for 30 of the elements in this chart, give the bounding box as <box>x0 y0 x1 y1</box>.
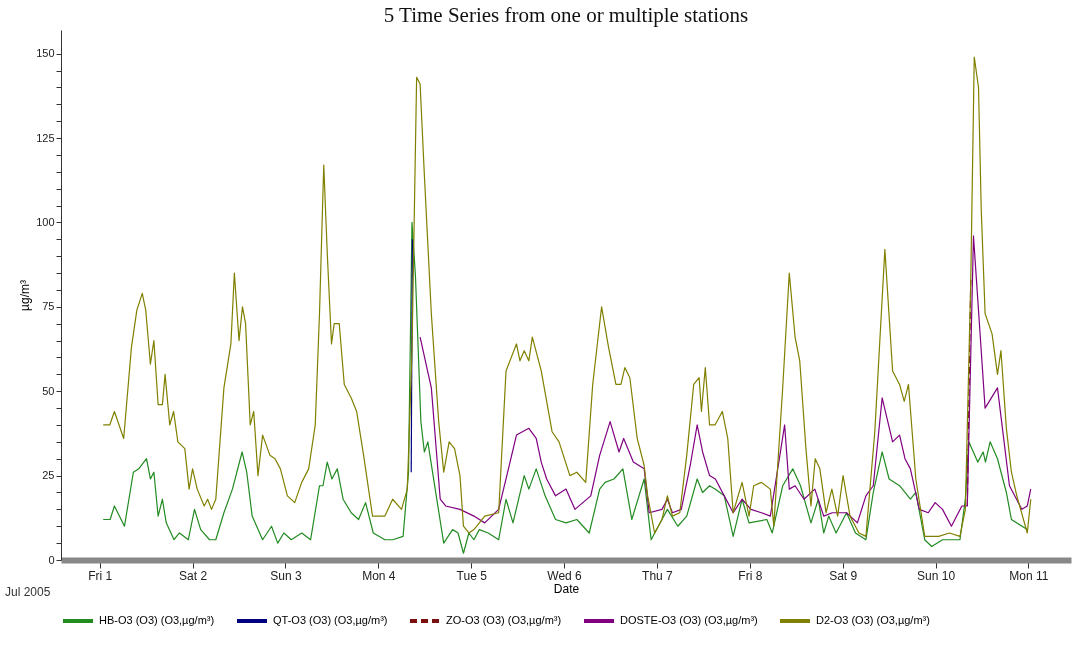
x-tick-label: Sun 3 <box>270 568 302 583</box>
x-tick-label: Sat 2 <box>179 568 208 583</box>
legend-label: ZO-O3 (O3) (O3,µg/m³) <box>446 614 562 626</box>
legend-label: D2-O3 (O3) (O3,µg/m³) <box>816 614 930 626</box>
y-tick-label: 0 <box>48 553 55 566</box>
x-tick-label: Wed 6 <box>547 568 583 583</box>
x-tick-label: Sun 10 <box>917 568 956 583</box>
chart-title: 5 Time Series from one or multiple stations <box>383 3 749 27</box>
legend-label: DOSTE-O3 (O3) (O3,µg/m³) <box>620 614 758 626</box>
y-tick-label: 100 <box>36 215 55 228</box>
y-tick-label: 50 <box>42 384 55 397</box>
line-series <box>102 221 1028 554</box>
y-axis-title: µg/m³ <box>18 280 33 311</box>
line-series <box>419 235 1032 527</box>
y-tick-label: 125 <box>36 131 55 144</box>
line-series <box>102 56 1032 537</box>
legend-label: HB-O3 (O3) (O3,µg/m³) <box>99 614 215 626</box>
x-axis-title: Date <box>553 581 580 596</box>
x-tick-label: Mon 11 <box>1009 568 1049 583</box>
x-tick-label: Mon 4 <box>362 568 396 583</box>
x-tick-label: Fri 1 <box>88 568 113 583</box>
x-tick-label: Tue 5 <box>456 568 488 583</box>
y-tick-label: 75 <box>42 300 55 313</box>
x-tick-label: Sat 9 <box>829 568 858 583</box>
text: Jul 2005 <box>5 585 51 599</box>
x-tick-label: Thu 7 <box>642 568 674 583</box>
y-tick-label: 150 <box>36 47 55 60</box>
legend-label: QT-O3 (O3) (O3,µg/m³) <box>273 614 388 626</box>
y-tick-label: 25 <box>42 469 55 482</box>
x-tick-label: Fri 8 <box>738 568 763 583</box>
